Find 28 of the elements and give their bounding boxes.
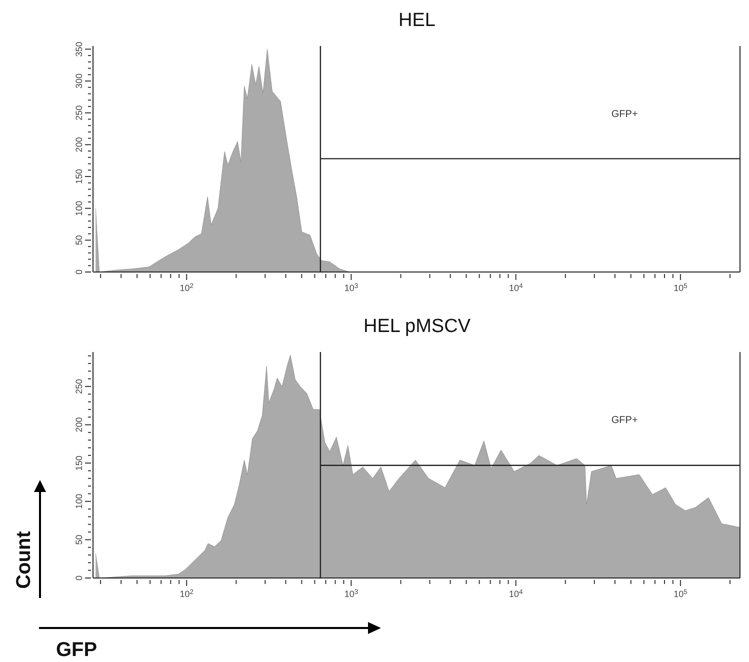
x-axis-title: GFP <box>56 639 98 661</box>
x-tick-label: 10$^{3}$ <box>344 282 358 293</box>
y-tick-label: 250 <box>74 378 84 394</box>
y-tick-label: 50 <box>74 534 84 545</box>
y-tick-label: 250 <box>74 105 84 120</box>
x-tick-label: 10$^{5}$ <box>674 282 688 293</box>
y-tick-label: 200 <box>74 417 84 432</box>
x-tick-label: 10$^{5}$ <box>674 588 688 599</box>
x-tick-label: 10$^{4}$ <box>508 282 523 293</box>
y-tick-label: 300 <box>74 74 84 89</box>
y-tick-label: 0 <box>74 575 84 581</box>
y-tick-label: 100 <box>74 200 84 216</box>
y-tick-label: 0 <box>74 269 84 275</box>
x-tick-label: 10$^{2}$ <box>180 282 194 293</box>
y-tick-label: 200 <box>74 137 84 152</box>
y-tick-label: 350 <box>74 42 84 57</box>
x-tick-label: 10$^{3}$ <box>344 588 358 599</box>
annotation: GFP+ <box>611 415 638 426</box>
chart-title: HEL <box>398 9 436 33</box>
y-tick-label: 50 <box>74 235 84 246</box>
y-tick-label: 150 <box>74 168 84 184</box>
chart-title: HEL pMSCV <box>362 315 472 339</box>
y-tick-label: 150 <box>74 456 84 471</box>
x-tick-label: 10$^{2}$ <box>180 588 194 599</box>
annotation: GFP+ <box>611 109 638 120</box>
y-tick-label: 100 <box>74 494 84 509</box>
x-tick-label: 10$^{4}$ <box>508 588 523 599</box>
y-axis-title: Count <box>13 530 35 589</box>
